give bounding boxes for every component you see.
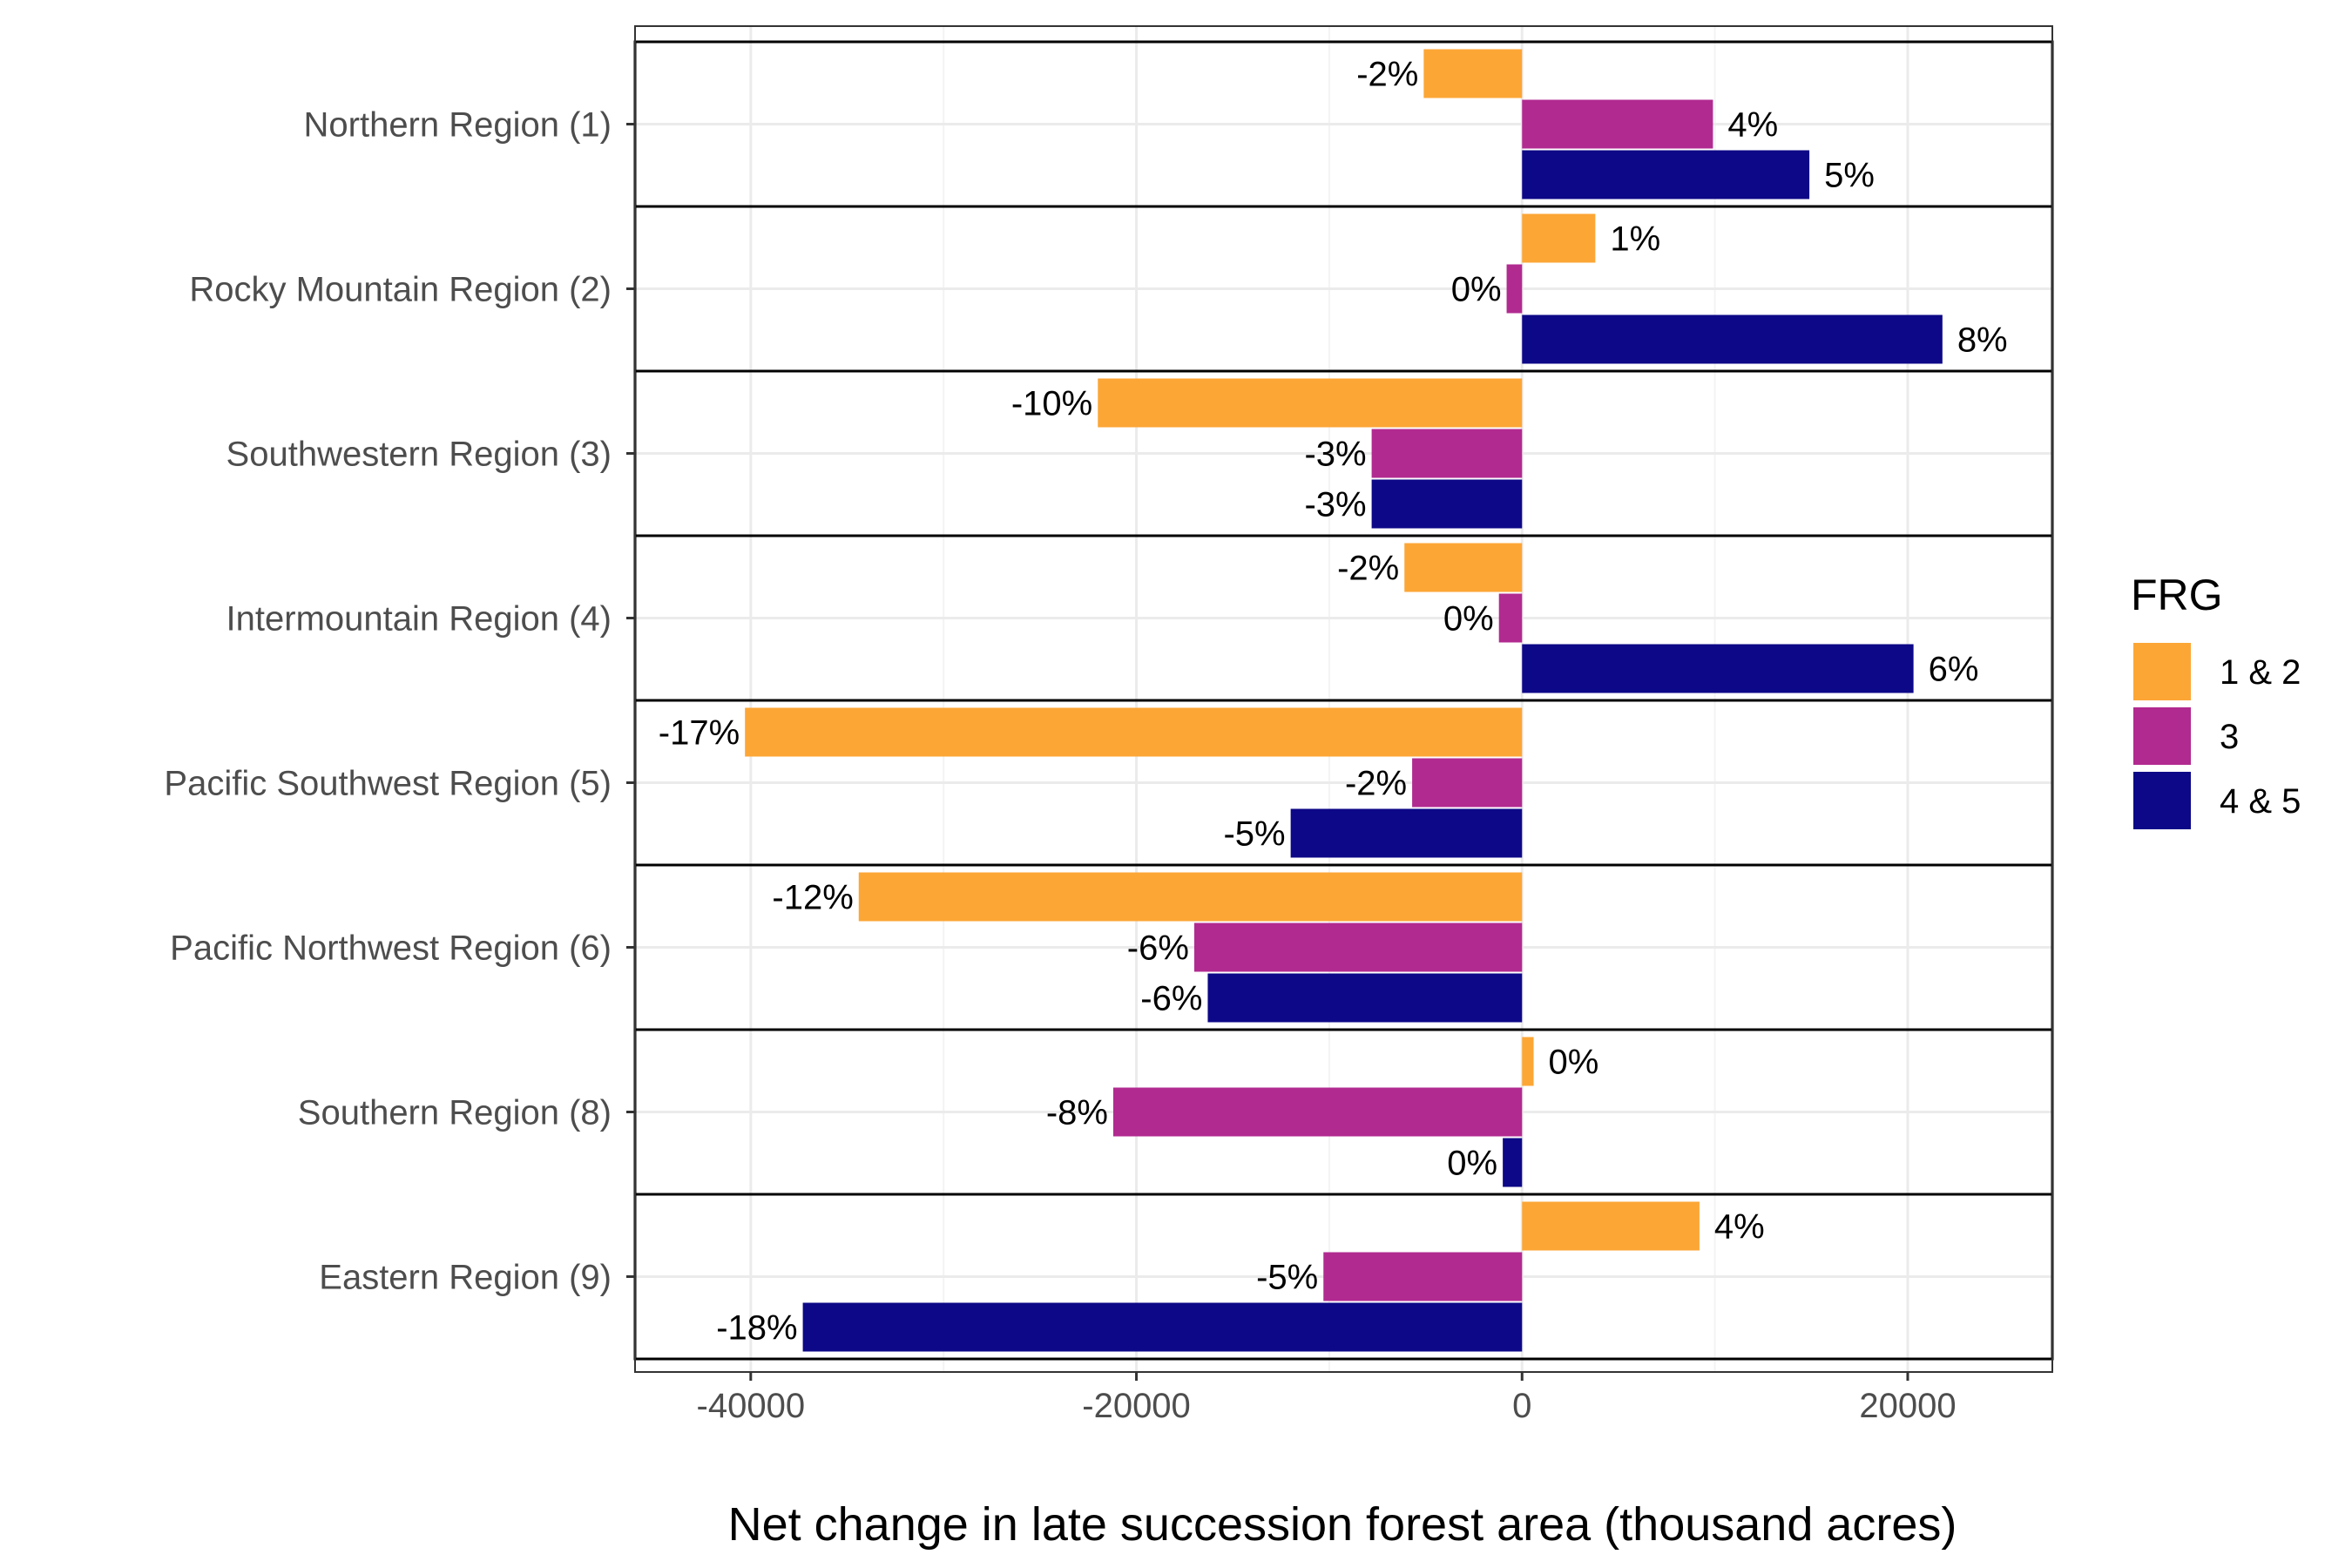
axes: Northern Region (1) Rocky Mountain Region… — [164, 25, 2053, 1425]
bar-rocky-mountain-region-2-frg-1-2 — [1522, 213, 1596, 263]
bar-pacific-northwest-region-6-frg-4-5 — [1207, 973, 1523, 1023]
legend-item-label: 4 & 5 — [2220, 782, 2301, 821]
data-label: 0% — [1549, 1044, 1599, 1082]
data-label: 0% — [1443, 600, 1494, 639]
bar-eastern-region-9-frg-4-5 — [802, 1302, 1523, 1352]
region-label: Eastern Region (9) — [319, 1259, 612, 1297]
region-label: Northern Region (1) — [304, 106, 612, 145]
data-label: -2% — [1345, 765, 1407, 803]
legend-swatch — [2133, 772, 2191, 829]
bar-eastern-region-9-frg-1-2 — [1522, 1201, 1700, 1251]
x-tick-label: 20000 — [1859, 1387, 1956, 1425]
bar-southwestern-region-3-frg-3 — [1371, 429, 1523, 478]
bar-rocky-mountain-region-2-frg-3 — [1506, 264, 1523, 314]
region-label: Southern Region (8) — [298, 1094, 612, 1132]
data-label: -12% — [772, 879, 853, 917]
data-label: -3% — [1304, 486, 1366, 524]
data-label: -5% — [1223, 815, 1285, 854]
data-label: 0% — [1451, 271, 1502, 309]
legend-item-label: 1 & 2 — [2220, 653, 2301, 692]
data-label: -6% — [1127, 929, 1189, 968]
data-label: -8% — [1046, 1094, 1108, 1132]
x-tick-label: -20000 — [1082, 1387, 1191, 1425]
data-label: -5% — [1256, 1259, 1318, 1297]
data-label: 4% — [1727, 106, 1778, 145]
bar-northern-region-1-frg-1-2 — [1423, 49, 1523, 98]
bars — [745, 49, 1943, 1352]
bar-northern-region-1-frg-4-5 — [1522, 150, 1810, 199]
bar-southwestern-region-3-frg-1-2 — [1098, 378, 1523, 428]
legend-swatch — [2133, 643, 2191, 700]
bar-northern-region-1-frg-3 — [1522, 99, 1713, 149]
legend-title: FRG — [2131, 571, 2223, 619]
data-label: -2% — [1356, 56, 1418, 94]
bar-southwestern-region-3-frg-4-5 — [1371, 479, 1523, 529]
data-label: -10% — [1011, 385, 1092, 423]
data-label: 0% — [1447, 1145, 1497, 1183]
bar-southern-region-8-frg-4-5 — [1503, 1138, 1523, 1187]
data-label: 5% — [1824, 157, 1875, 195]
legend-swatch — [2133, 707, 2191, 765]
data-label: 8% — [1957, 321, 2008, 360]
bar-southern-region-8-frg-3 — [1112, 1087, 1523, 1137]
data-label: 1% — [1610, 220, 1660, 259]
plot-border — [634, 25, 2053, 1373]
bar-intermountain-region-4-frg-4-5 — [1522, 644, 1914, 693]
region-panels — [633, 40, 2054, 1361]
bar-rocky-mountain-region-2-frg-4-5 — [1522, 314, 1943, 364]
data-label: -6% — [1140, 980, 1202, 1018]
data-label: 6% — [1929, 651, 1979, 689]
bar-pacific-northwest-region-6-frg-1-2 — [858, 872, 1523, 922]
bar-pacific-southwest-region-5-frg-4-5 — [1290, 808, 1523, 858]
x-axis-title: Net change in late succession forest are… — [728, 1498, 1957, 1551]
region-label: Pacific Northwest Region (6) — [170, 929, 612, 968]
x-tick-label: 0 — [1512, 1387, 1531, 1425]
data-label: -18% — [716, 1309, 797, 1348]
region-label: Pacific Southwest Region (5) — [164, 765, 612, 803]
data-labels: -2% 4% 5% 1% 0% 8% -10% -3% -3% -2% 0% 6% -17% -2% -5%… — [659, 56, 2008, 1348]
bar-intermountain-region-4-frg-1-2 — [1404, 543, 1523, 592]
bar-pacific-southwest-region-5-frg-1-2 — [745, 707, 1523, 757]
data-label: -17% — [659, 714, 740, 753]
region-label: Southwestern Region (3) — [226, 436, 612, 474]
data-label: 4% — [1714, 1208, 1765, 1247]
bar-southern-region-8-frg-1-2 — [1522, 1037, 1534, 1086]
data-label: -2% — [1337, 550, 1399, 588]
data-label: -3% — [1304, 436, 1366, 474]
bar-intermountain-region-4-frg-3 — [1498, 593, 1523, 643]
x-tick-label: -40000 — [697, 1387, 806, 1425]
bar-pacific-southwest-region-5-frg-3 — [1412, 758, 1523, 808]
bar-eastern-region-9-frg-3 — [1323, 1252, 1523, 1301]
bar-pacific-northwest-region-6-frg-3 — [1193, 923, 1523, 972]
region-label: Intermountain Region (4) — [226, 600, 612, 639]
legend-item-label: 3 — [2220, 718, 2239, 756]
legend: FRG 1 & 2 3 4 & 5 — [2131, 571, 2301, 829]
region-label: Rocky Mountain Region (2) — [189, 271, 612, 309]
